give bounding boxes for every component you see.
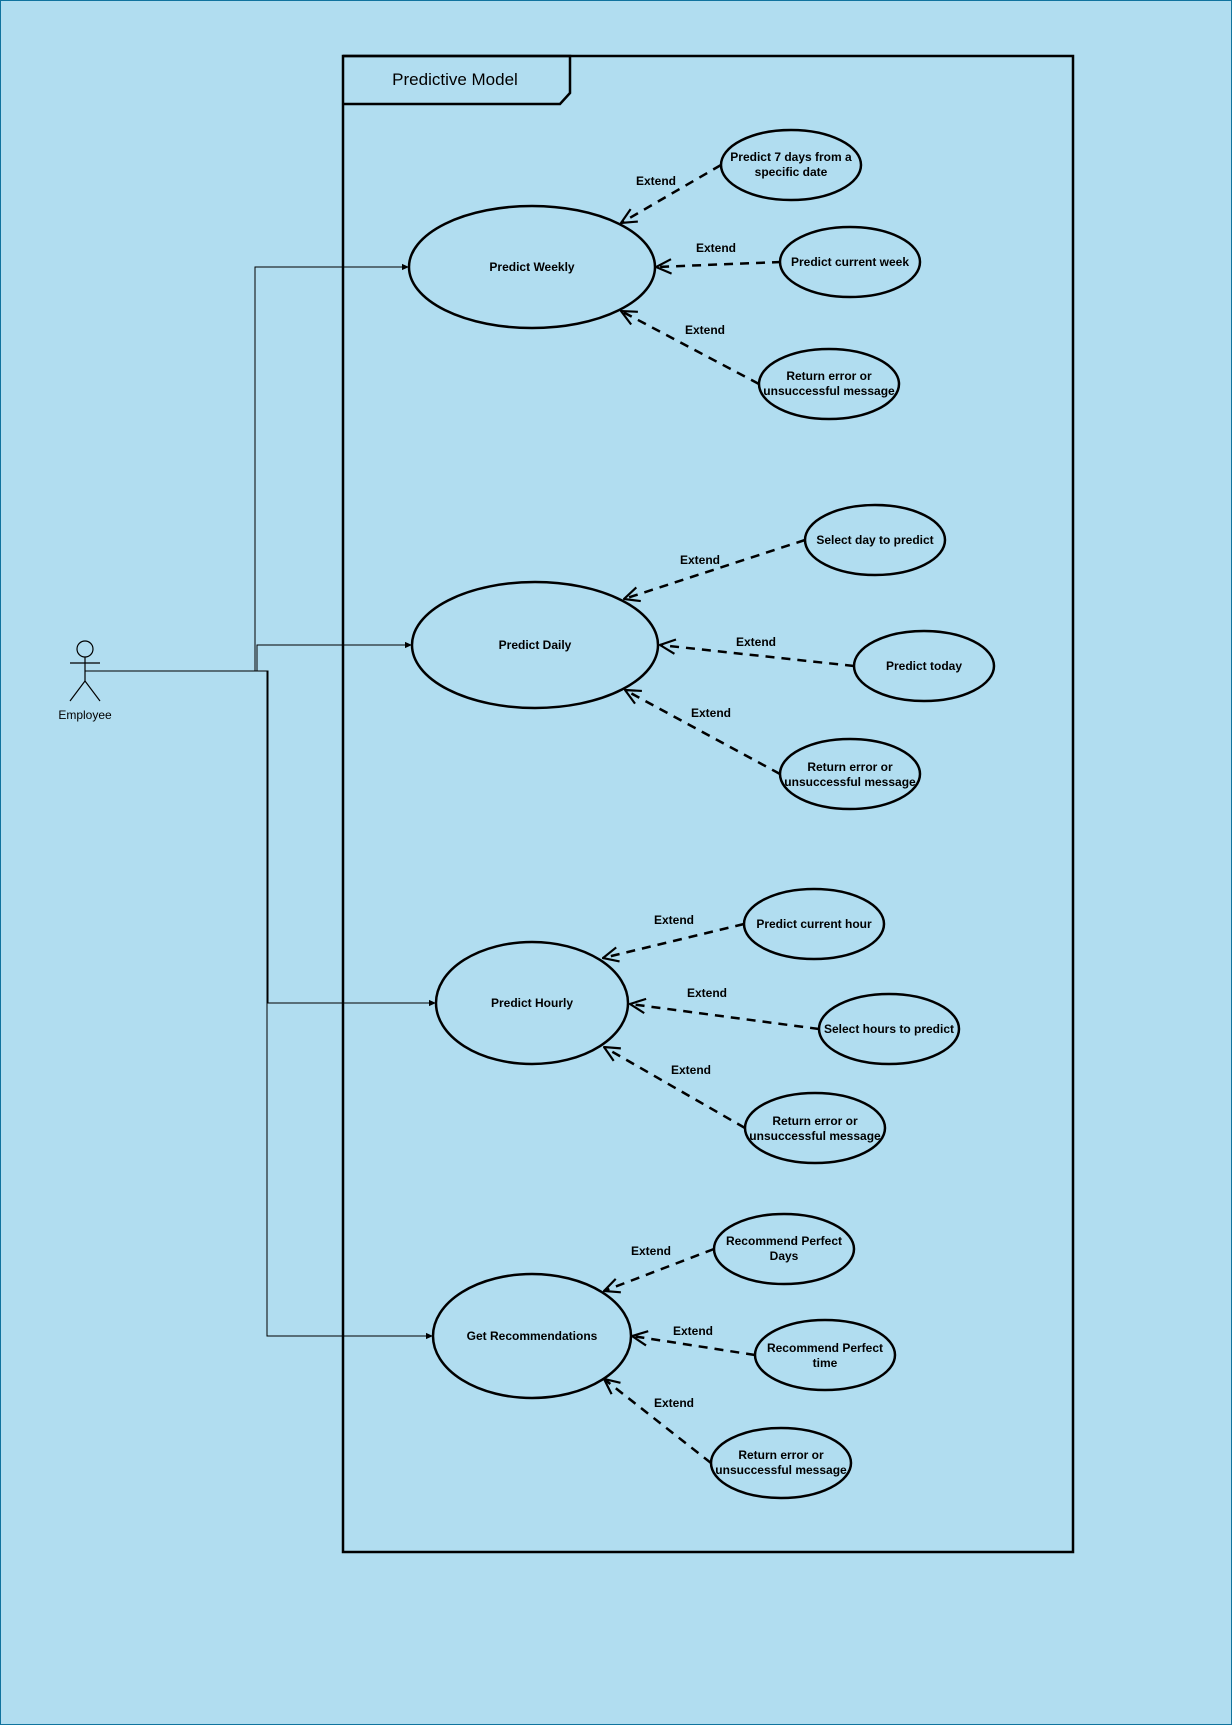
extension-label: time — [813, 1356, 838, 1370]
extension-label: Predict today — [886, 659, 962, 673]
extend-label: Extend — [685, 323, 725, 337]
extend-label: Extend — [691, 706, 731, 720]
extension-select-hours[interactable] — [817, 992, 961, 1066]
extend-label: Extend — [696, 241, 736, 255]
actor-label: Employee — [58, 708, 112, 722]
extend-edge — [604, 1047, 746, 1130]
extension-label: Select day to predict — [816, 533, 933, 547]
extend-label: Extend — [654, 913, 694, 927]
actor-associations — [85, 263, 436, 1340]
actor-left-leg — [69, 680, 86, 702]
extension-return-error[interactable] — [757, 347, 901, 421]
extension-label: Return error or — [807, 760, 893, 774]
extension-label: specific date — [755, 165, 828, 179]
extension-label: unsuccessful message — [784, 775, 916, 789]
extend-edge — [604, 1379, 712, 1464]
actor-right-leg — [84, 680, 101, 702]
extension-predict-today[interactable] — [852, 629, 996, 703]
extension-predict-current-hour[interactable] — [742, 887, 886, 961]
extend-label: Extend — [673, 1324, 713, 1338]
extension-recommend-time[interactable] — [753, 1318, 897, 1392]
frame-tab — [343, 54, 572, 106]
use-case-group-daily: Predict Daily Extend Select day to predi… — [410, 503, 996, 811]
extend-edge — [621, 163, 722, 223]
extension-label: unsuccessful message — [715, 1463, 847, 1477]
frame-box — [341, 54, 1075, 1554]
extension-predict-current-week[interactable] — [778, 225, 922, 299]
use-case-label: Predict Weekly — [489, 260, 574, 274]
extension-label: Select hours to predict — [824, 1022, 954, 1036]
use-case-predict-daily[interactable] — [410, 580, 660, 710]
use-case-label: Predict Hourly — [491, 996, 573, 1010]
extend-edge — [603, 922, 745, 958]
extension-return-error[interactable] — [709, 1426, 853, 1500]
extend-edge — [632, 1336, 756, 1357]
extension-return-error[interactable] — [778, 737, 922, 811]
extension-label: Predict current week — [791, 255, 909, 269]
extend-edge — [625, 690, 781, 776]
extension-label: Return error or — [738, 1448, 824, 1462]
frame-title: Predictive Model — [392, 70, 518, 89]
extension-label: Predict 7 days from a — [730, 150, 852, 164]
use-case-group-hourly: Predict Hourly Extend Predict current ho… — [434, 887, 961, 1165]
extend-label: Extend — [680, 553, 720, 567]
system-frame: Predictive Model — [341, 54, 1075, 1554]
use-case-label: Get Recommendations — [467, 1329, 598, 1343]
extension-label: unsuccessful message — [763, 384, 895, 398]
extend-label: Extend — [671, 1063, 711, 1077]
extension-label: Days — [770, 1249, 799, 1263]
extend-edge — [660, 645, 855, 668]
extension-select-day[interactable] — [803, 503, 947, 577]
extension-label: Recommend Perfect — [767, 1341, 883, 1355]
actor-employee[interactable]: Employee — [58, 640, 112, 722]
extension-label: Predict current hour — [756, 917, 872, 931]
use-case-group-weekly: Predict Weekly Extend Predict 7 days fro… — [407, 128, 922, 421]
extend-edge — [604, 1247, 715, 1291]
extension-label: unsuccessful message — [749, 1129, 881, 1143]
extend-label: Extend — [654, 1396, 694, 1410]
extension-predict-7-days[interactable] — [719, 128, 863, 202]
extend-edge — [621, 311, 760, 386]
extend-label: Extend — [736, 635, 776, 649]
extend-label: Extend — [636, 174, 676, 188]
extension-label: Return error or — [772, 1114, 858, 1128]
association-recommendations — [85, 670, 433, 1340]
extension-return-error[interactable] — [743, 1091, 887, 1165]
use-case-group-recommendations: Get Recommendations Extend Recommend Per… — [431, 1212, 897, 1500]
extend-label: Extend — [631, 1244, 671, 1258]
use-case-label: Predict Daily — [499, 638, 572, 652]
extension-label: Return error or — [786, 369, 872, 383]
extension-label: Recommend Perfect — [726, 1234, 842, 1248]
extension-recommend-days[interactable] — [712, 1212, 856, 1286]
extend-label: Extend — [687, 986, 727, 1000]
extend-edge — [656, 262, 782, 267]
